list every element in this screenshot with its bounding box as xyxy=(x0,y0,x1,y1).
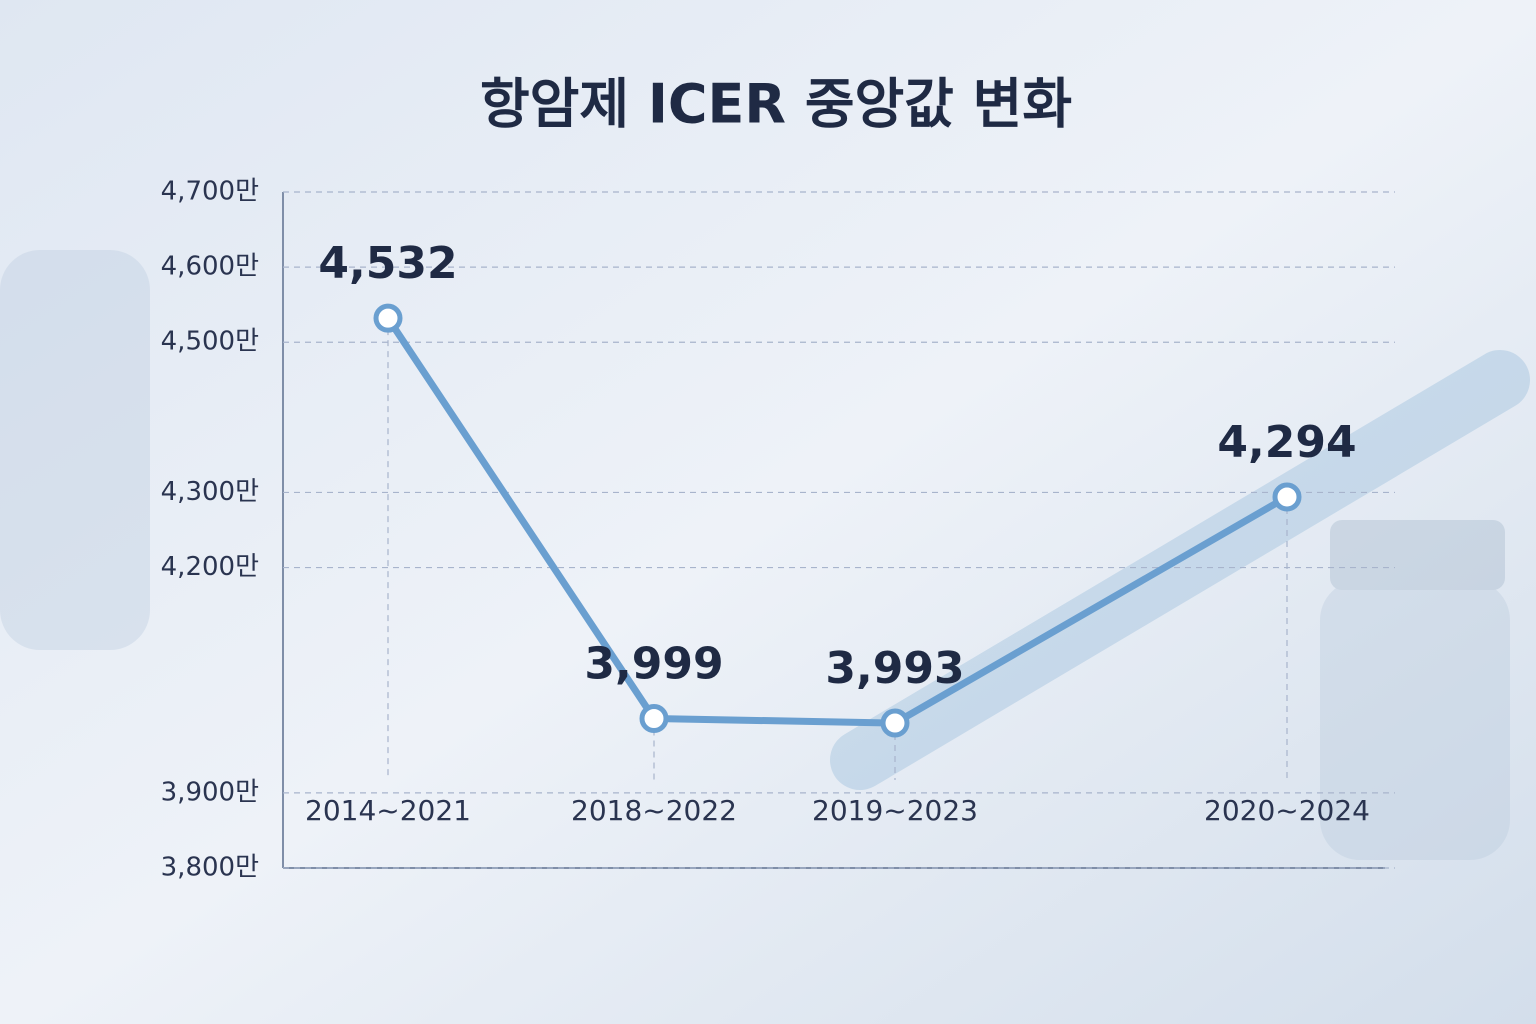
data-point xyxy=(1272,482,1302,512)
x-tick-label: 2018~2022 xyxy=(571,794,737,827)
data-point xyxy=(639,704,669,734)
value-label: 3,999 xyxy=(584,639,723,690)
value-label: 3,993 xyxy=(825,643,964,694)
y-tick-label: 4,300만 xyxy=(161,477,259,507)
value-label: 4,532 xyxy=(318,238,457,289)
chart-title: 항암제 ICER 중앙값 변화 xyxy=(480,73,1072,136)
data-point xyxy=(373,303,403,333)
x-tick-label: 2014~2021 xyxy=(305,794,471,827)
y-tick-label: 4,500만 xyxy=(161,327,259,357)
data-point xyxy=(880,708,910,738)
y-tick-label: 4,700만 xyxy=(161,177,259,207)
decoration xyxy=(0,250,1530,860)
x-tick-label: 2020~2024 xyxy=(1204,794,1370,827)
y-tick-label: 3,900만 xyxy=(161,777,259,807)
data-line xyxy=(385,316,1289,727)
value-label: 4,294 xyxy=(1217,417,1356,468)
y-tick-label: 3,800만 xyxy=(161,853,259,883)
y-tick-label: 4,600만 xyxy=(161,252,259,282)
x-tick-label: 2019~2023 xyxy=(812,794,978,827)
y-tick-label: 4,200만 xyxy=(161,552,259,582)
